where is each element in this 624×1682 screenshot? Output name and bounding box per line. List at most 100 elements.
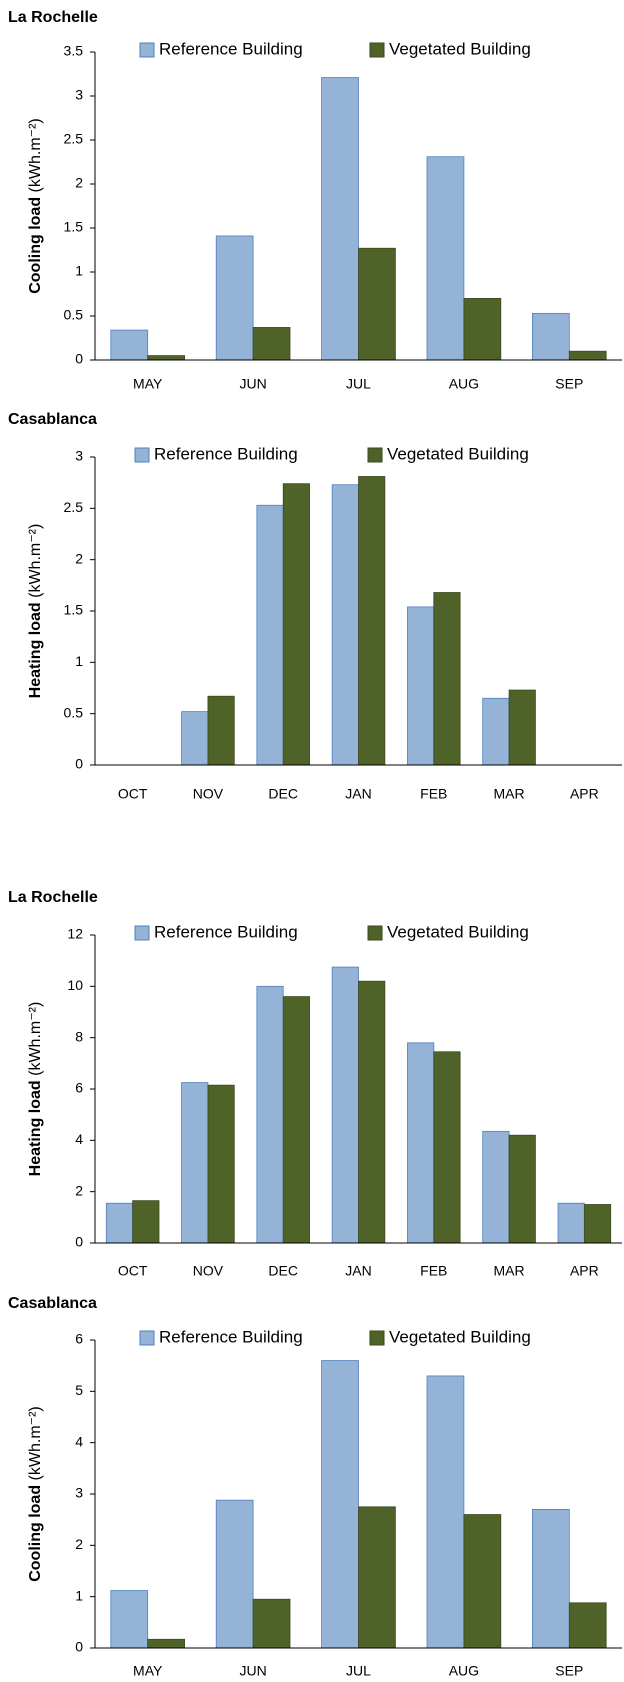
y-tick-label: 6 — [75, 1080, 83, 1096]
y-tick-label: 2.5 — [64, 131, 84, 147]
bar — [482, 1130, 510, 1244]
y-tick-label: 10 — [67, 977, 83, 993]
bar — [207, 1084, 235, 1244]
bar — [358, 247, 396, 361]
y-axis-label-name: Heating load — [27, 602, 44, 698]
bar — [508, 1134, 536, 1244]
y-tick-label: 0.5 — [64, 704, 84, 720]
bar — [407, 606, 435, 766]
x-tick-label: FEB — [420, 786, 447, 802]
bar — [252, 1598, 291, 1649]
x-tick-label: SEP — [555, 1663, 583, 1679]
bar — [463, 297, 502, 361]
legend-label: Reference Building — [159, 39, 303, 58]
bar — [181, 1082, 209, 1244]
legend-swatch — [139, 42, 155, 58]
x-tick-label: JUN — [239, 1663, 266, 1679]
x-tick-label: OCT — [118, 786, 148, 802]
bar — [181, 711, 209, 766]
y-tick-label: 0 — [75, 756, 83, 772]
y-tick-label: 6 — [75, 1331, 83, 1347]
y-tick-label: 1 — [75, 263, 83, 279]
x-tick-label: JAN — [345, 786, 371, 802]
legend-swatch — [139, 1330, 155, 1346]
legend-swatch — [369, 42, 385, 58]
bar — [426, 156, 465, 361]
x-tick-label: JUL — [346, 1663, 371, 1679]
y-tick-label: 1 — [75, 1587, 83, 1603]
bar — [426, 1375, 465, 1649]
bar — [147, 1638, 185, 1649]
x-tick-label: AUG — [449, 1663, 479, 1679]
bar — [433, 592, 461, 766]
chart-title: La Rochelle — [8, 889, 98, 906]
bar — [110, 329, 149, 361]
y-axis-label-name: Cooling load — [27, 1485, 44, 1582]
bar — [282, 996, 310, 1244]
y-tick-label: 2.5 — [64, 499, 84, 515]
y-tick-label: 0.5 — [64, 307, 84, 323]
bar — [147, 355, 185, 361]
y-tick-label: 0 — [75, 1234, 83, 1250]
y-tick-label: 0 — [75, 351, 83, 367]
bar — [358, 1506, 396, 1649]
x-tick-label: APR — [570, 1263, 599, 1279]
bar — [331, 484, 359, 766]
bar — [207, 695, 235, 766]
x-tick-label: MAR — [494, 786, 525, 802]
y-tick-label: 4 — [75, 1131, 83, 1147]
legend-label: Reference Building — [154, 922, 298, 941]
bar — [256, 985, 284, 1244]
legend-swatch — [134, 447, 150, 463]
x-tick-label: FEB — [420, 1263, 447, 1279]
y-tick-label: 4 — [75, 1433, 83, 1449]
bar — [568, 350, 607, 361]
bar — [557, 1202, 585, 1244]
bar — [331, 966, 359, 1244]
bar — [463, 1514, 502, 1649]
bar — [105, 1202, 134, 1244]
y-tick-label: 5 — [75, 1382, 83, 1398]
y-axis-label-unit: (kWh.m⁻²) — [27, 524, 44, 598]
y-tick-label: 1 — [75, 653, 83, 669]
bar — [508, 689, 536, 766]
bar — [110, 1590, 149, 1649]
bar — [532, 1509, 570, 1649]
legend-swatch — [367, 925, 383, 941]
bar — [282, 483, 310, 766]
legend-label: Vegetated Building — [389, 1327, 531, 1346]
chart-title: Casablanca — [8, 411, 97, 428]
x-tick-label: JAN — [345, 1263, 371, 1279]
bar — [358, 476, 386, 766]
y-tick-label: 3 — [75, 87, 83, 103]
chart-title: Casablanca — [8, 1295, 97, 1312]
y-tick-label: 2 — [75, 1536, 83, 1552]
bar — [252, 327, 291, 361]
bar — [568, 1602, 607, 1649]
y-tick-label: 3 — [75, 1485, 83, 1501]
legend-label: Vegetated Building — [389, 39, 531, 58]
y-tick-label: 2 — [75, 550, 83, 566]
y-tick-label: 12 — [67, 926, 83, 942]
x-tick-label: OCT — [118, 1263, 148, 1279]
y-tick-label: 2 — [75, 1182, 83, 1198]
bar — [433, 1051, 461, 1244]
x-tick-label: MAR — [494, 1263, 525, 1279]
y-tick-label: 0 — [75, 1639, 83, 1655]
bar — [321, 77, 359, 361]
y-tick-label: 8 — [75, 1028, 83, 1044]
y-axis-label-unit: (kWh.m⁻²) — [27, 118, 44, 192]
y-axis-label: Heating load (kWh.m⁻²) — [27, 1002, 44, 1177]
y-axis-label-unit: (kWh.m⁻²) — [27, 1002, 44, 1076]
chart-title: La Rochelle — [8, 9, 98, 26]
y-axis-label-name: Cooling load — [27, 197, 44, 294]
x-tick-label: NOV — [193, 786, 224, 802]
x-tick-label: MAY — [133, 1663, 163, 1679]
y-tick-label: 3.5 — [64, 43, 84, 59]
x-tick-label: JUL — [346, 376, 371, 392]
x-tick-label: MAY — [133, 376, 163, 392]
legend-label: Reference Building — [154, 444, 298, 463]
y-axis-label: Heating load (kWh.m⁻²) — [27, 524, 44, 699]
x-tick-label: DEC — [268, 1263, 298, 1279]
